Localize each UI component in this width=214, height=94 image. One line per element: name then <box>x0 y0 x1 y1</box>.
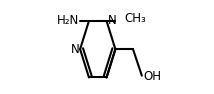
Text: N: N <box>70 43 79 56</box>
Text: OH: OH <box>143 70 161 83</box>
Text: N: N <box>108 14 117 27</box>
Text: CH₃: CH₃ <box>125 12 146 25</box>
Text: H₂N: H₂N <box>57 14 79 27</box>
